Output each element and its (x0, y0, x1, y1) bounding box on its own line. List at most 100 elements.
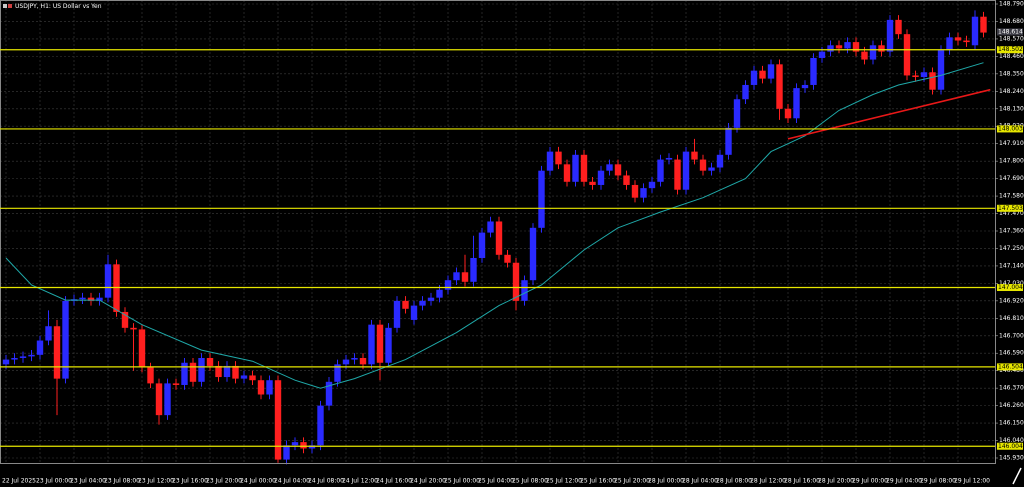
candle-body (869, 45, 877, 60)
candle-body (53, 326, 61, 379)
y-tick-label: 146.260 (999, 402, 1024, 409)
candle-body (300, 442, 307, 449)
x-tick-label: 24 Jul 12:00 (342, 478, 378, 485)
y-tick-label: 147.800 (999, 158, 1024, 165)
candle-body (283, 445, 290, 460)
candle-body (606, 164, 613, 171)
candle-body (240, 375, 248, 379)
candle-body (453, 272, 460, 281)
candle-body (810, 57, 817, 85)
candle-body (555, 151, 562, 165)
candle-body (733, 99, 741, 128)
x-tick-label: 23 Jul 20:00 (206, 478, 242, 485)
y-tick-label: 148.350 (999, 70, 1024, 77)
candle-body (631, 184, 639, 198)
level-label-bg (997, 363, 1023, 371)
candle-body (521, 280, 528, 301)
candle-body (155, 383, 163, 416)
candle-body (385, 327, 392, 363)
candle-body (929, 72, 936, 90)
x-tick-label: 28 Jul 00:00 (648, 478, 684, 485)
candle-body (79, 297, 86, 300)
candle-body (11, 357, 18, 360)
candle-body (716, 154, 724, 168)
level-label-bg (997, 46, 1023, 54)
candle-body (189, 362, 197, 382)
candle-body (699, 159, 707, 171)
candle-body (691, 151, 698, 160)
candle-body (725, 127, 732, 155)
candle-body (835, 45, 843, 49)
y-tick-label: 147.360 (999, 228, 1024, 235)
x-tick-label: 23 Jul 16:00 (172, 478, 208, 485)
candle-body (419, 300, 426, 306)
x-tick-label: 28 Jul 20:00 (818, 478, 854, 485)
x-tick-label: 25 Jul 20:00 (614, 478, 650, 485)
candle-body (19, 356, 27, 358)
candle-body (87, 297, 95, 301)
plot-area (2, 10, 991, 465)
candle-body (640, 188, 647, 198)
candle-body (742, 84, 749, 100)
level-label: 146.004 (998, 443, 1023, 450)
candle-body (2, 359, 10, 365)
symbol-icon (8, 4, 12, 8)
candle-body (351, 357, 358, 360)
level-label: 148.003 (998, 125, 1023, 132)
x-tick-label: 29 Jul 04:00 (886, 478, 922, 485)
candle-body (147, 367, 154, 384)
candle-body (963, 40, 970, 43)
y-tick-label: 148.130 (999, 105, 1024, 112)
candle-body (487, 221, 494, 233)
candle-body (223, 365, 231, 378)
candle-body (274, 380, 282, 460)
x-tick-label: 29 Jul 12:00 (954, 478, 990, 485)
candle-body (104, 264, 112, 298)
candle-body (138, 329, 146, 368)
candle-body (470, 257, 477, 282)
candle-body (665, 157, 673, 160)
x-tick-label: 24 Jul 08:00 (308, 478, 344, 485)
candle-body (28, 354, 35, 357)
x-tick-label: 24 Jul 04:00 (274, 478, 310, 485)
candle-body (113, 264, 120, 312)
candle-body (410, 305, 418, 320)
candle-body (317, 405, 324, 446)
y-tick-label: 148.680 (999, 18, 1024, 25)
level-label: 147.503 (998, 205, 1023, 212)
level-label-bg (997, 125, 1023, 133)
candle-body (954, 37, 962, 41)
candle-body (614, 164, 622, 176)
x-tick-label: 23 Jul 12:00 (138, 478, 174, 485)
candle-body (325, 381, 333, 406)
candle-body (674, 159, 681, 190)
candle-body (980, 16, 987, 33)
candle-body (597, 170, 605, 185)
candle-body (844, 42, 851, 49)
candle-body (912, 75, 919, 78)
candle-body (920, 72, 928, 78)
candle-body (291, 442, 299, 446)
candle-body (529, 227, 537, 281)
candle-body (257, 380, 265, 395)
candle-body (181, 362, 188, 385)
plot-frame (0, 0, 996, 464)
candle-body (96, 297, 103, 301)
y-tick-label: 146.810 (999, 315, 1024, 322)
x-tick-label: 25 Jul 04:00 (478, 478, 514, 485)
x-tick-label: 29 Jul 08:00 (920, 478, 956, 485)
candle-body (971, 16, 979, 46)
y-tick-label: 147.690 (999, 175, 1024, 182)
candle-body (937, 50, 945, 90)
candle-body (164, 383, 171, 416)
candle-body (308, 445, 316, 449)
x-tick-label: 28 Jul 04:00 (682, 478, 718, 485)
candle-body (546, 151, 554, 171)
candle-body (682, 151, 690, 190)
candle-body (801, 84, 809, 89)
candle-body (36, 340, 44, 355)
price-label: 148.614 (998, 28, 1023, 35)
